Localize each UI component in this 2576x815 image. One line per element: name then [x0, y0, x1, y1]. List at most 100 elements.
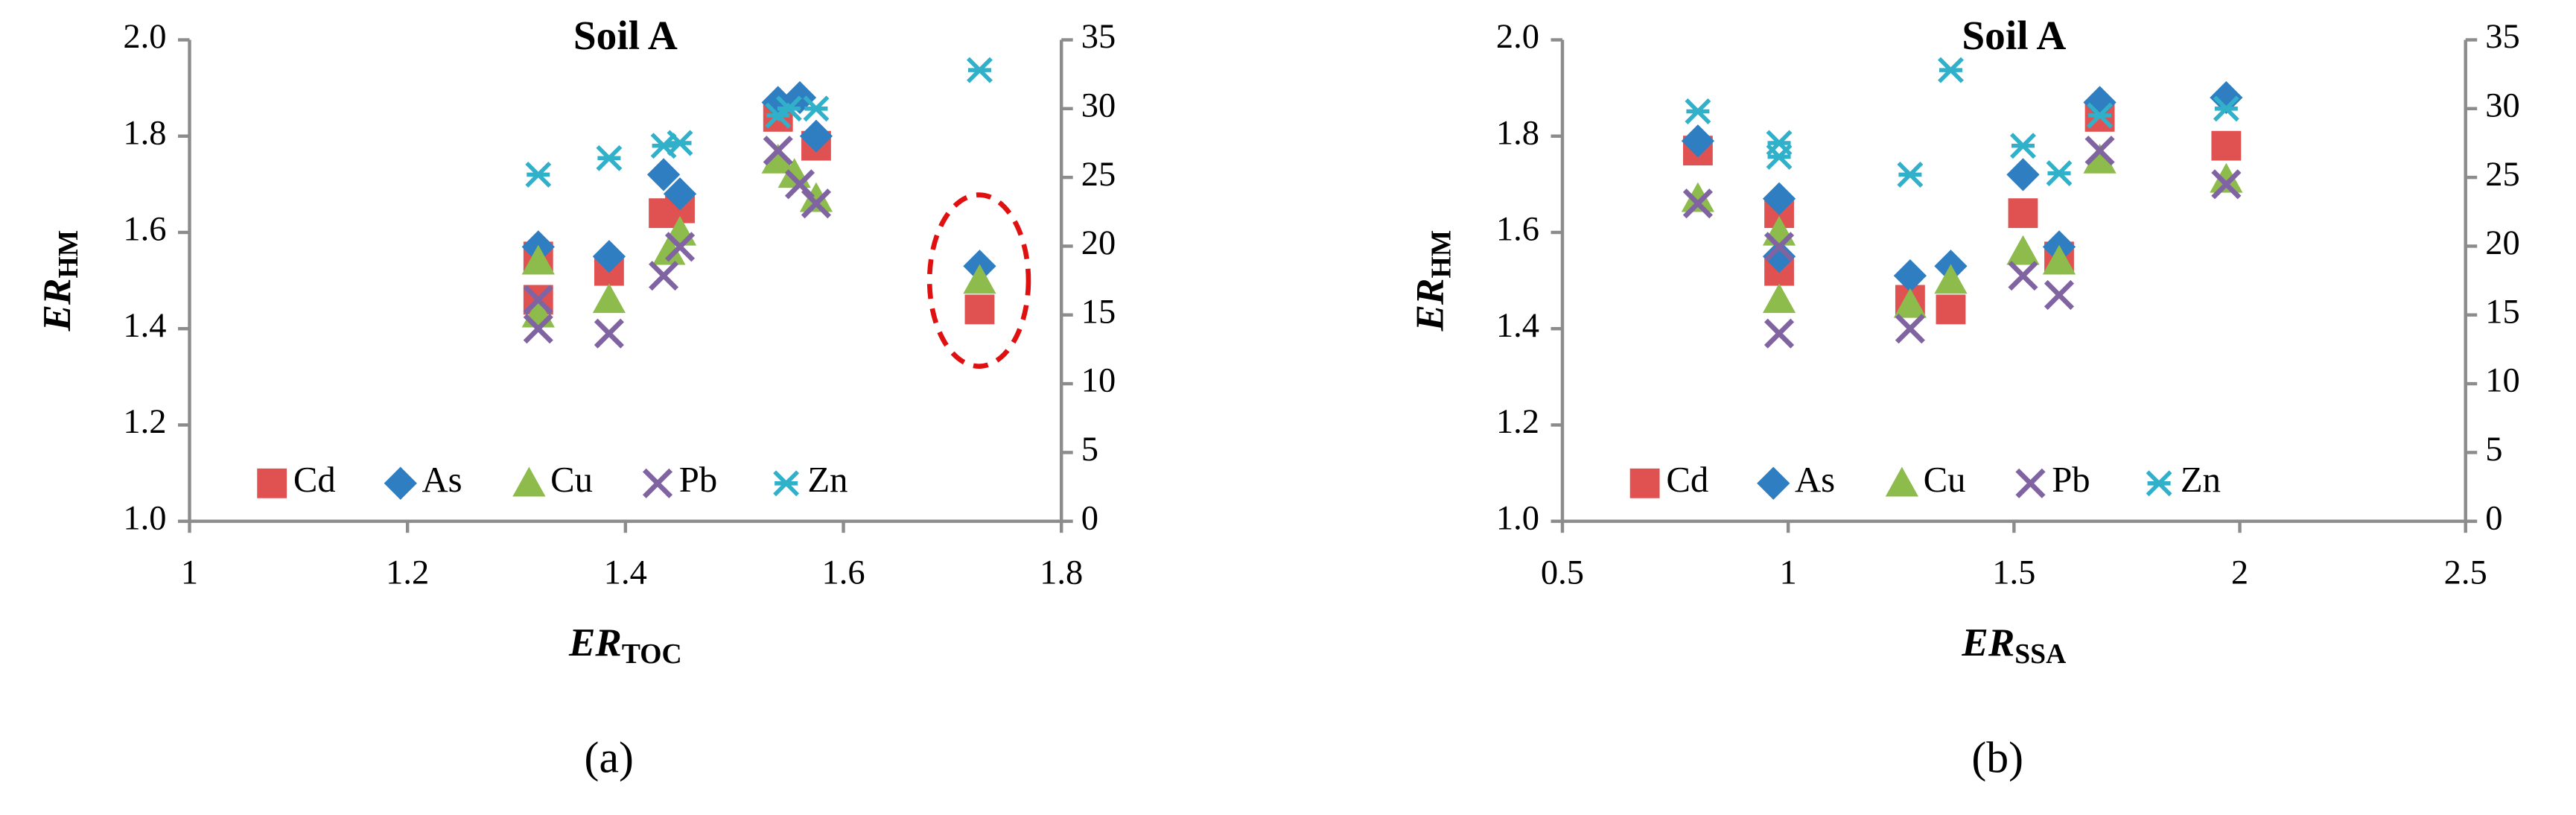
y-axis-label-main: ER [1409, 279, 1452, 332]
y2-tick-label: 30 [1081, 86, 1116, 124]
point [525, 161, 552, 188]
chart-title: Soil A [573, 13, 678, 58]
legend-marker [642, 468, 673, 498]
x-axis-label-sub: SSA [2014, 638, 2066, 670]
y-tick-label: 1.8 [123, 114, 166, 152]
y2-tick-label: 15 [1081, 293, 1116, 331]
x-tick-label: 2.5 [2444, 554, 2487, 592]
point [761, 143, 795, 174]
point [1764, 318, 1795, 349]
point [1897, 161, 1924, 188]
x-tick-label: 1.6 [821, 554, 865, 592]
point [801, 188, 831, 219]
point [2211, 169, 2242, 200]
point [2083, 143, 2117, 174]
y-axis-label-main: ER [36, 279, 79, 332]
point [1681, 124, 1715, 158]
point [799, 119, 833, 153]
legend-label: Pb [679, 460, 717, 500]
point [1681, 182, 1715, 212]
point [964, 294, 995, 325]
point [1762, 182, 1796, 215]
point [592, 283, 626, 314]
x-tick-label: 1.5 [1992, 554, 2035, 592]
y-tick-label: 1.4 [1496, 307, 1539, 345]
point [652, 235, 686, 265]
x-tick-label: 1.2 [386, 554, 429, 592]
legend-label: Cu [1924, 460, 1966, 500]
point [664, 232, 696, 262]
point [2087, 102, 2114, 129]
legend-label: As [422, 460, 462, 500]
legend-marker [512, 466, 546, 497]
y-axis-label-sub: HM [53, 230, 84, 279]
point [521, 244, 555, 275]
highlight-ellipse [926, 192, 1031, 369]
x-axis-label-main: ER [568, 621, 622, 665]
point [2083, 86, 2117, 119]
point [2042, 244, 2076, 275]
y-tick-label: 1.6 [1496, 211, 1539, 249]
x-axis-label-sub: TOC [622, 638, 682, 670]
point [667, 130, 693, 156]
y-tick-label: 1.2 [123, 403, 166, 441]
y-tick-label: 1.6 [123, 211, 166, 249]
y-tick-label: 1.0 [123, 499, 166, 537]
x-tick-label: 1.4 [604, 554, 647, 592]
legend-label: Cd [1666, 460, 1708, 500]
legend-marker [1629, 468, 1660, 498]
y2-tick-label: 35 [2485, 18, 2519, 56]
point [523, 285, 553, 315]
y2-tick-label: 25 [1081, 156, 1116, 194]
legend-label: Zn [807, 460, 847, 500]
legend-marker [384, 466, 417, 500]
y-tick-label: 1.8 [1496, 114, 1539, 152]
point [1895, 314, 1925, 344]
y2-tick-label: 35 [1081, 18, 1116, 56]
legend-marker [773, 470, 800, 497]
point [1762, 240, 1796, 273]
x-tick-label: 1.8 [1040, 554, 1083, 592]
point [803, 95, 830, 122]
point [2046, 160, 2073, 187]
point [1936, 294, 1966, 325]
point [1893, 288, 1927, 318]
legend-label: Zn [2181, 460, 2221, 500]
y2-tick-label: 0 [2485, 499, 2502, 537]
caption: (b) [1971, 733, 2023, 782]
y2-tick-label: 30 [2485, 86, 2519, 124]
y-tick-label: 1.0 [1496, 499, 1539, 537]
legend-marker [1757, 466, 1790, 500]
point [1766, 130, 1793, 156]
y-tick-label: 1.2 [1496, 403, 1539, 441]
x-axis-label: ERTOC [568, 621, 682, 670]
y2-tick-label: 20 [2485, 224, 2519, 262]
legend-marker [1885, 466, 1918, 497]
point [596, 145, 623, 171]
point [2210, 162, 2243, 193]
point [2008, 261, 2038, 291]
point [763, 136, 793, 166]
point [2006, 158, 2040, 191]
point [1685, 98, 1711, 124]
point [2084, 136, 2115, 166]
point [2211, 130, 2242, 161]
caption: (a) [585, 733, 634, 782]
point [963, 264, 996, 294]
y2-tick-label: 20 [1081, 224, 1116, 262]
x-tick-label: 1 [181, 554, 198, 592]
legend-label: As [1795, 460, 1835, 500]
point [967, 57, 993, 83]
point [523, 314, 553, 344]
y2-tick-label: 10 [1081, 362, 1116, 400]
point [1762, 283, 1796, 314]
legend-label: Cd [293, 460, 336, 500]
chart-title: Soil A [1962, 13, 2066, 58]
point [2010, 133, 2036, 159]
point [592, 240, 626, 273]
x-tick-label: 2 [2231, 554, 2248, 592]
legend-label: Pb [2052, 460, 2090, 500]
x-tick-label: 1 [1780, 554, 1797, 592]
y-axis-label: ERHM [36, 230, 84, 332]
